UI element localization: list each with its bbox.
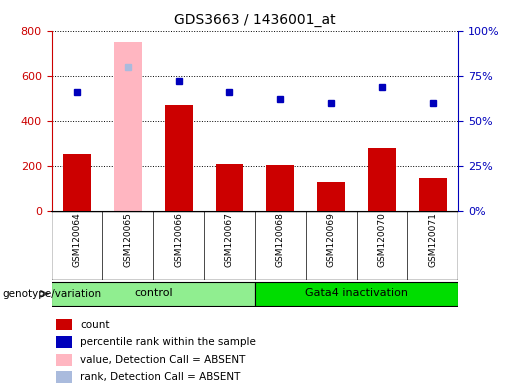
Text: GSM120071: GSM120071: [428, 213, 437, 268]
Bar: [56, 354, 72, 366]
Text: GSM120064: GSM120064: [73, 213, 81, 267]
Text: rank, Detection Call = ABSENT: rank, Detection Call = ABSENT: [80, 372, 241, 382]
Bar: [165, 105, 193, 211]
Text: GSM120069: GSM120069: [327, 213, 336, 268]
Bar: [56, 319, 72, 331]
Bar: [56, 336, 72, 348]
Text: value, Detection Call = ABSENT: value, Detection Call = ABSENT: [80, 355, 245, 365]
Text: control: control: [134, 288, 173, 298]
Bar: [63, 154, 91, 211]
Bar: [419, 179, 447, 211]
Bar: [56, 371, 72, 383]
Text: GSM120067: GSM120067: [225, 213, 234, 268]
Text: GSM120065: GSM120065: [123, 213, 132, 268]
Text: GSM120070: GSM120070: [377, 213, 387, 268]
Bar: [368, 148, 396, 211]
Bar: [215, 164, 244, 211]
Title: GDS3663 / 1436001_at: GDS3663 / 1436001_at: [174, 13, 336, 27]
Text: count: count: [80, 319, 110, 329]
Text: percentile rank within the sample: percentile rank within the sample: [80, 337, 256, 347]
Bar: [114, 42, 142, 211]
Bar: [317, 182, 345, 211]
Text: GSM120068: GSM120068: [276, 213, 285, 268]
Text: Gata4 inactivation: Gata4 inactivation: [305, 288, 408, 298]
Bar: [52, 282, 255, 306]
Text: genotype/variation: genotype/variation: [3, 289, 101, 299]
Bar: [255, 282, 458, 306]
Text: GSM120066: GSM120066: [174, 213, 183, 268]
Bar: [266, 165, 295, 211]
